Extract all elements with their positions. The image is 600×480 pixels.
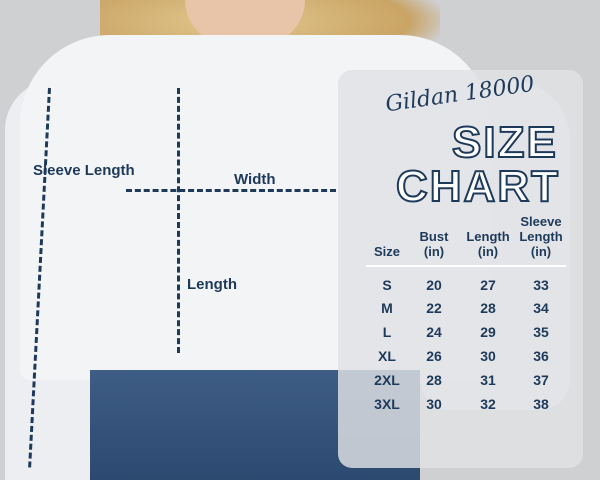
cell: M [381,300,393,316]
cell: 24 [426,324,442,340]
cell: 26 [426,348,442,364]
width-label: Width [234,171,276,188]
header-size: Size [366,214,408,267]
table-header: Size Bust (in) Length (in) Sleeve Length… [366,214,566,267]
title-size: SIZE [451,117,558,168]
table-row: L 24 29 35 [366,320,566,344]
cell: 37 [533,372,549,388]
cell: 36 [533,348,549,364]
cell: L [382,324,392,340]
cell: XL [378,348,396,364]
cell: S [382,276,392,293]
length-label: Length [187,276,237,293]
table-row: M 22 28 34 [366,296,566,320]
table-row: 3XL 30 32 38 [366,392,566,416]
size-table: Size Bust (in) Length (in) Sleeve Length… [366,214,566,416]
table-row: 2XL 28 31 37 [366,368,566,392]
cell: 33 [533,276,549,293]
length-line [177,88,180,353]
cell: 22 [426,300,442,316]
cell: 20 [426,276,442,293]
table-row: XL 26 30 36 [366,344,566,368]
cell: 31 [480,372,496,388]
cell: 28 [480,300,496,316]
sleeve-length-label: Sleeve Length [33,162,135,179]
cell: 30 [480,348,496,364]
cell: 29 [480,324,496,340]
cell: 30 [426,396,442,412]
title-chart: CHART [395,161,560,212]
cell: 3XL [374,396,400,412]
header-length: Length (in) [460,214,516,267]
table-row: S 20 27 33 [366,266,566,296]
header-sleeve-length: Sleeve Length (in) [516,214,566,267]
cell: 27 [480,276,496,293]
cell: 35 [533,324,549,340]
cell: 38 [533,396,549,412]
cell: 2XL [374,372,400,388]
cell: 28 [426,372,442,388]
header-bust: Bust (in) [408,214,460,267]
width-line [126,189,336,192]
cell: 34 [533,300,549,316]
cell: 32 [480,396,496,412]
size-chart-panel [338,70,583,468]
